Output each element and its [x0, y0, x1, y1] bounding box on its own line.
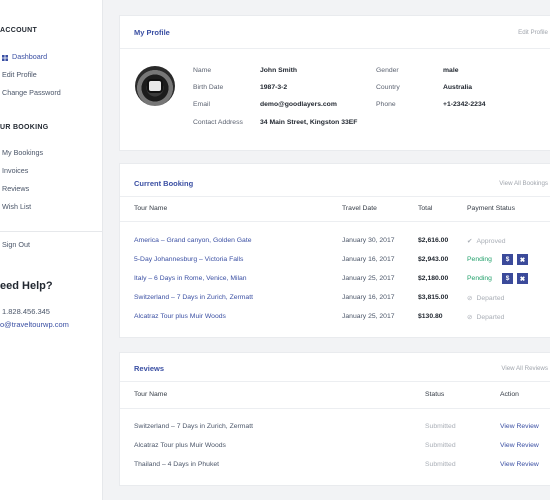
booking-date: January 30, 2017 — [342, 237, 395, 244]
col-payment-status: Payment Status — [467, 205, 515, 212]
sidebar-item-label: Change Password — [2, 88, 61, 97]
edit-profile-link[interactable]: Edit Profile — [518, 29, 548, 36]
birth-date-label: Birth Date — [193, 84, 224, 91]
booking-heading: UR BOOKING — [0, 124, 49, 131]
phone-label: Phone — [376, 101, 396, 108]
profile-card: My Profile Edit Profile Name John Smith … — [119, 15, 550, 151]
pay-button[interactable]: $ — [502, 254, 513, 265]
review-status: Submitted — [425, 442, 456, 449]
status-text: Approved — [476, 238, 506, 245]
sidebar-item-label: Edit Profile — [2, 70, 37, 79]
status-text: Departed — [476, 314, 505, 321]
sidebar-item-sign-out[interactable]: Sign Out — [2, 240, 30, 249]
sidebar-item-label: My Bookings — [2, 148, 44, 157]
sidebar-item-wish-list[interactable]: Wish List — [2, 202, 31, 211]
col-tour-name: Tour Name — [134, 391, 168, 398]
sidebar-item-label: Wish List — [2, 202, 32, 211]
sidebar-item-change-password[interactable]: Change Password — [2, 88, 61, 97]
status-text: Departed — [476, 295, 505, 302]
help-email-link[interactable]: o@traveltourwp.com — [0, 320, 69, 329]
col-total: Total — [418, 205, 433, 212]
sidebar-item-invoices[interactable]: Invoices — [2, 166, 28, 175]
sidebar-divider — [0, 231, 103, 232]
sidebar: ACCOUNT Dashboard Edit Profile Change Pa… — [0, 0, 103, 500]
status-text: Pending — [467, 275, 492, 282]
cancel-booking-button[interactable]: ✖ — [517, 273, 528, 284]
profile-title: My Profile — [134, 28, 170, 37]
header-divider — [120, 221, 550, 222]
col-travel-date: Travel Date — [342, 205, 377, 212]
departed-icon: ⊘ — [467, 295, 473, 302]
card-divider — [120, 48, 550, 49]
country-value: Australia — [443, 84, 473, 91]
pay-button[interactable]: $ — [502, 273, 513, 284]
phone-value: +1-2342-2234 — [443, 101, 486, 108]
country-label: Country — [376, 84, 400, 91]
sidebar-item-reviews[interactable]: Reviews — [2, 184, 29, 193]
cancel-booking-button[interactable]: ✖ — [517, 254, 528, 265]
sidebar-item-label: Dashboard — [12, 52, 48, 61]
sidebar-item-edit-profile[interactable]: Edit Profile — [2, 70, 37, 79]
avatar — [135, 66, 175, 106]
status-text: Pending — [467, 256, 492, 263]
booking-date: January 25, 2017 — [342, 313, 395, 320]
booking-total: $2,943.00 — [418, 256, 449, 263]
review-tour-name: Switzerland – 7 Days in Zurich, Zermatt — [134, 423, 253, 430]
booking-tour-link[interactable]: 5-Day Johannesburg – Victoria Falls — [134, 256, 244, 263]
review-status: Submitted — [425, 461, 456, 468]
contact-address-label: Contact Address — [193, 119, 243, 126]
booking-tour-link[interactable]: Alcatraz Tour plus Muir Woods — [134, 313, 226, 320]
sidebar-item-my-bookings[interactable]: My Bookings — [2, 148, 43, 157]
booking-date: January 16, 2017 — [342, 256, 395, 263]
sidebar-item-dashboard[interactable]: Dashboard — [2, 52, 47, 61]
view-all-reviews-link[interactable]: View All Reviews — [501, 365, 548, 372]
gender-value: male — [443, 67, 459, 74]
booking-date: January 25, 2017 — [342, 275, 395, 282]
sidebar-item-label: Invoices — [2, 166, 29, 175]
reviews-card: Reviews View All Reviews Tour Name Statu… — [119, 352, 550, 486]
email-label: Email — [193, 101, 210, 108]
booking-tour-link[interactable]: Switzerland – 7 Days in Zurich, Zermatt — [134, 294, 253, 301]
booking-tour-link[interactable]: America – Grand canyon, Golden Gate — [134, 237, 252, 244]
sidebar-item-label: Sign Out — [2, 240, 30, 249]
review-status: Submitted — [425, 423, 456, 430]
need-help-heading: eed Help? — [0, 280, 53, 292]
name-label: Name — [193, 67, 212, 74]
status-badge: ⊘ Departed — [467, 294, 504, 302]
email-value: demo@goodlayers.com — [260, 101, 337, 108]
view-review-link[interactable]: View Review — [500, 442, 539, 449]
col-status: Status — [425, 391, 445, 398]
col-action: Action — [500, 391, 519, 398]
gender-label: Gender — [376, 67, 399, 74]
help-phone: 1.828.456.345 — [2, 307, 50, 316]
check-icon: ✔ — [467, 238, 473, 245]
booking-total: $130.80 — [418, 313, 443, 320]
booking-date: January 16, 2017 — [342, 294, 395, 301]
review-tour-name: Alcatraz Tour plus Muir Woods — [134, 442, 226, 449]
birth-date-value: 1987-3-2 — [260, 84, 288, 91]
reviews-title: Reviews — [134, 364, 165, 373]
departed-icon: ⊘ — [467, 314, 473, 321]
view-review-link[interactable]: View Review — [500, 461, 539, 468]
review-tour-name: Thailand – 4 Days in Phuket — [134, 461, 220, 468]
booking-tour-link[interactable]: Italy – 6 Days in Rome, Venice, Milan — [134, 275, 247, 282]
card-divider — [120, 196, 550, 197]
booking-total: $3,815.00 — [418, 294, 449, 301]
view-all-bookings-link[interactable]: View All Bookings — [499, 180, 548, 187]
dashboard-icon — [2, 54, 8, 61]
header-divider — [120, 408, 550, 409]
booking-total: $2,616.00 — [418, 237, 449, 244]
col-tour-name: Tour Name — [134, 205, 168, 212]
booking-title: Current Booking — [134, 179, 194, 188]
card-divider — [120, 381, 550, 382]
status-badge: ⊘ Departed — [467, 313, 504, 321]
booking-total: $2,180.00 — [418, 275, 449, 282]
view-review-link[interactable]: View Review — [500, 423, 539, 430]
name-value: John Smith — [260, 67, 298, 74]
booking-card: Current Booking View All Bookings Tour N… — [119, 163, 550, 338]
status-badge: ✔ Approved — [467, 237, 506, 245]
contact-address-value: 34 Main Street, Kingston 33EF — [260, 119, 358, 126]
sidebar-item-label: Reviews — [2, 184, 30, 193]
account-heading: ACCOUNT — [0, 27, 38, 34]
